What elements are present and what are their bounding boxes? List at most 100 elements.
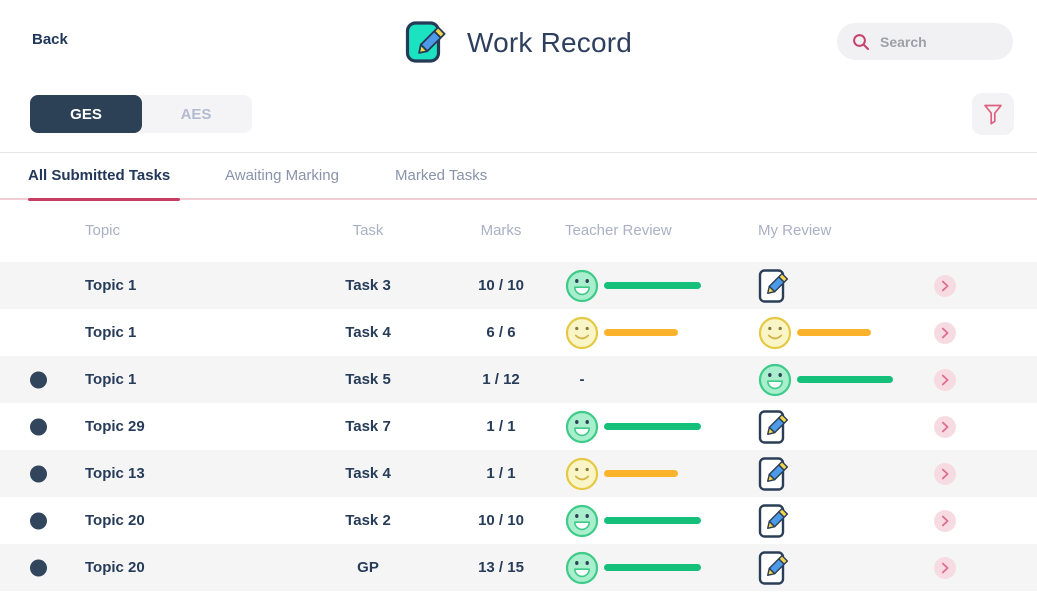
task-cell: Task 3 [345,277,391,294]
column-header-teacher-review: Teacher Review [565,222,672,239]
segment-aes[interactable]: AES [140,95,252,133]
rating-bar [604,423,701,430]
teacher-review-cell [565,309,678,356]
teacher-review-cell: - [565,356,599,403]
smile-face-icon [758,316,792,349]
rating-bar [604,282,701,289]
my-review-cell [758,450,792,497]
teacher-review-cell [565,497,701,544]
marks-cell: 6 / 6 [486,324,516,341]
segment-ges[interactable]: GES [30,95,142,133]
chevron-right-button[interactable] [934,509,956,532]
work-record-icon [405,21,446,63]
topic-cell: Topic 1 [85,324,137,341]
rating-bar [604,564,701,571]
chevron-right-button[interactable] [934,274,956,297]
marks-cell: 10 / 10 [478,277,524,294]
table-row[interactable]: Topic 29 Task 7 1 / 1 [0,403,1037,450]
happy-face-icon [565,269,599,302]
chevron-right-button[interactable] [934,368,956,391]
no-review-dash: - [579,371,585,388]
task-cell: Task 2 [345,512,391,529]
happy-face-icon [565,410,599,443]
table-row[interactable]: Topic 1 Task 5 1 / 12 - [0,356,1037,403]
teacher-review-cell [565,262,701,309]
chevron-right-icon [941,374,949,385]
table-rows: Topic 1 Task 3 10 / 10 Topic 1 Task 4 6 … [0,262,1037,591]
active-tab-indicator [28,198,180,201]
chevron-right-icon [941,327,949,338]
column-header-my-review: My Review [758,222,832,239]
topic-cell: Topic 1 [85,277,137,294]
topic-cell: Topic 13 [85,465,145,482]
tab-awaiting-marking[interactable]: Awaiting Marking [225,153,339,199]
filter-button[interactable] [972,93,1014,135]
my-review-cell [758,309,871,356]
teacher-review-cell [565,403,701,450]
search-icon [853,33,869,50]
my-review-cell [758,262,792,309]
marks-cell: 1 / 1 [486,418,516,435]
chevron-right-icon [941,421,949,432]
tab-marked-tasks[interactable]: Marked Tasks [395,153,487,199]
unread-dot [30,371,47,388]
rating-bar [797,376,893,383]
my-review-cell [758,544,792,591]
marks-cell: 1 / 12 [482,371,520,388]
edit-note-icon [758,503,789,538]
task-cell: Task 4 [345,465,391,482]
topic-cell: Topic 29 [85,418,145,435]
smile-face-icon [565,457,599,490]
tab-all-submitted-tasks[interactable]: All Submitted Tasks [28,153,170,199]
edit-note-icon [758,456,789,491]
table-row[interactable]: Topic 1 Task 3 10 / 10 [0,262,1037,309]
topic-cell: Topic 20 [85,559,145,576]
my-review-cell [758,403,792,450]
chevron-right-icon [941,468,949,479]
chevron-right-button[interactable] [934,415,956,438]
search-box[interactable] [837,23,1013,60]
task-cell: Task 7 [345,418,391,435]
smile-face-icon [565,316,599,349]
marks-cell: 10 / 10 [478,512,524,529]
chevron-right-icon [941,280,949,291]
school-segmented-control: GES AES [30,95,252,133]
my-review-cell [758,356,893,403]
table-row[interactable]: Topic 20 GP 13 / 15 [0,544,1037,591]
table-row[interactable]: Topic 20 Task 2 10 / 10 [0,497,1037,544]
edit-note-icon [758,550,789,585]
search-input[interactable] [880,33,995,50]
chevron-right-button[interactable] [934,462,956,485]
edit-note-icon [758,268,789,303]
topic-cell: Topic 1 [85,371,137,388]
task-cell: GP [357,559,379,576]
chevron-right-button[interactable] [934,321,956,344]
chevron-right-icon [941,562,949,573]
back-button[interactable]: Back [32,31,68,48]
unread-dot [30,559,47,576]
tab-bar: All Submitted Tasks Awaiting Marking Mar… [0,152,1037,201]
rating-bar [604,329,678,336]
happy-face-icon [565,551,599,584]
unread-dot [30,512,47,529]
teacher-review-cell [565,544,701,591]
rating-bar [604,470,678,477]
edit-note-icon [758,409,789,444]
chevron-right-button[interactable] [934,556,956,579]
teacher-review-cell [565,450,678,497]
topic-cell: Topic 20 [85,512,145,529]
marks-cell: 13 / 15 [478,559,524,576]
column-header-task: Task [352,222,384,239]
table-header: Topic Task Marks Teacher Review My Revie… [0,200,1037,262]
table-row[interactable]: Topic 13 Task 4 1 / 1 [0,450,1037,497]
table-row[interactable]: Topic 1 Task 4 6 / 6 [0,309,1037,356]
rating-bar [797,329,871,336]
filter-icon [984,104,1002,125]
unread-dot [30,418,47,435]
task-cell: Task 5 [345,371,391,388]
rating-bar [604,517,701,524]
happy-face-icon [758,363,792,396]
marks-cell: 1 / 1 [486,465,516,482]
tab-divider-line [0,198,1037,200]
column-header-marks: Marks [480,222,522,239]
